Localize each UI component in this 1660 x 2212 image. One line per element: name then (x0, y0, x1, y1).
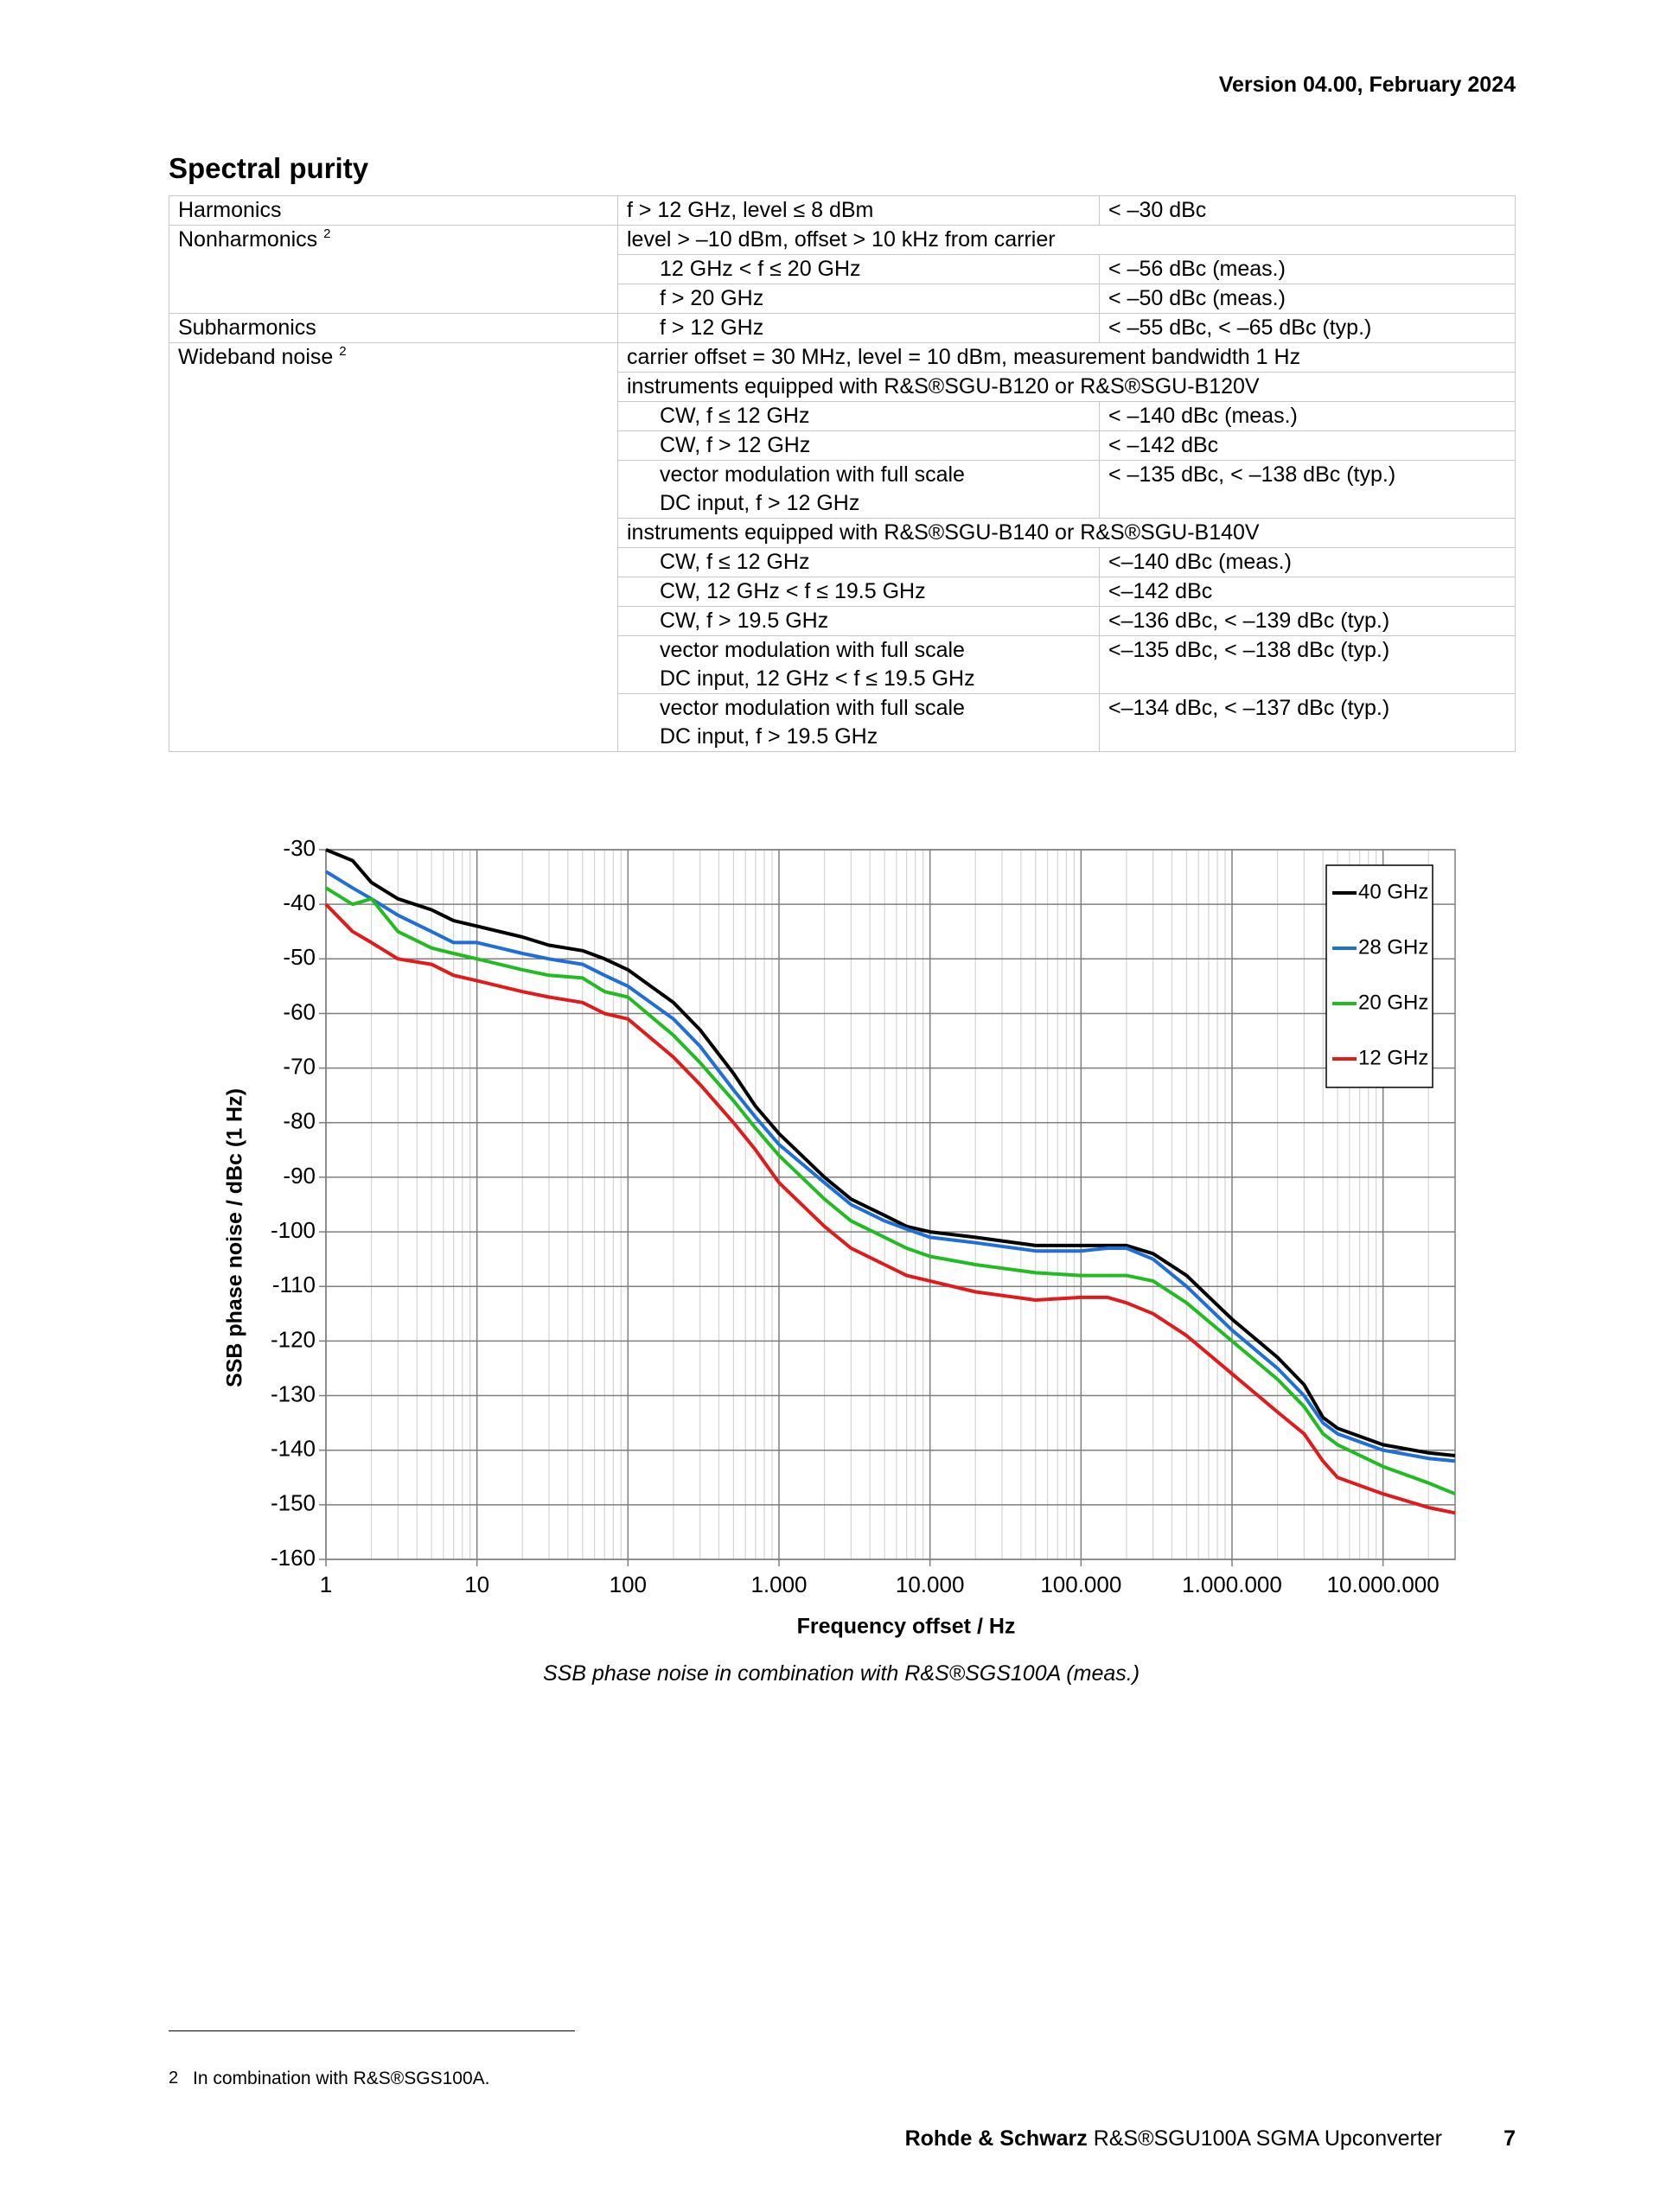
y-tick-label: -60 (283, 998, 316, 1024)
series-line (324, 902, 1456, 1515)
note: 2 (339, 344, 347, 359)
plot-frame (325, 849, 1456, 1560)
cell: < –135 dBc, < –138 dBc (typ.) (1099, 460, 1516, 519)
spec-table: Harmonics f > 12 GHz, level ≤ 8 dBm < –30 … (169, 195, 1516, 752)
legend-label: 28 GHz (1358, 935, 1428, 959)
footnote-rule (169, 2030, 575, 2031)
y-tick-label: -110 (272, 1272, 316, 1297)
cell: f > 12 GHz (617, 313, 1100, 343)
y-tick-label: -80 (283, 1108, 316, 1134)
y-tick-label: -120 (271, 1326, 316, 1352)
cell: vector modulation with full scale DC inpu… (617, 635, 1100, 694)
y-tick-label: -40 (283, 889, 316, 915)
y-tick-label: -100 (271, 1217, 316, 1243)
row: CW, f > 19.5 GHz <–136 dBc, < –139 dBc (t… (169, 606, 1516, 636)
cell: 12 GHz < f ≤ 20 GHz (617, 254, 1100, 284)
page-number: 7 (1504, 2126, 1516, 2151)
note: 2 (323, 226, 331, 241)
cell: instruments equipped with R&S®SGU-B120 o… (617, 372, 1516, 402)
cell: <–140 dBc (meas.) (1099, 547, 1516, 577)
cell: < –50 dBc (meas.) (1099, 284, 1516, 314)
row: instruments equipped with R&S®SGU-B120 o… (169, 372, 1516, 402)
y-tick-label: -130 (271, 1380, 316, 1406)
cell: f > 12 GHz, level ≤ 8 dBm (617, 195, 1100, 226)
row: 12 GHz < f ≤ 20 GHz < –56 dBc (meas.) (169, 254, 1516, 284)
line: vector modulation with full scale (660, 462, 965, 487)
cell: < –140 dBc (meas.) (1099, 401, 1516, 431)
chart: Frequency offset / Hz SSB phase noise / … (223, 835, 1456, 1639)
row: Harmonics f > 12 GHz, level ≤ 8 dBm < –30 … (169, 195, 1516, 226)
x-tick-label: 100.000 (1040, 1571, 1121, 1597)
y-tick-label: -150 (271, 1490, 316, 1516)
x-tick-label: 1.000.000 (1182, 1571, 1282, 1597)
row: Subharmonics f > 12 GHz < –55 dBc, < –65 d… (169, 313, 1516, 343)
series-line (324, 886, 1456, 1496)
footnote-marker: 2 (169, 2069, 179, 2088)
x-tick-label: 1 (320, 1571, 332, 1597)
cell: CW, f ≤ 12 GHz (617, 401, 1100, 431)
line: DC input, 12 GHz < f ≤ 19.5 GHz (660, 666, 975, 691)
cell: <–142 dBc (1099, 577, 1516, 607)
series-line (324, 870, 1456, 1463)
line: DC input, f > 12 GHz (660, 491, 860, 515)
footnote-text: In combination with R&S®SGS100A. (193, 2069, 490, 2088)
line: vector modulation with full scale (660, 696, 965, 720)
x-tick-label: 10.000.000 (1327, 1571, 1440, 1597)
y-tick-label: -160 (271, 1545, 316, 1571)
cell: level > –10 dBm, offset > 10 kHz from ca… (617, 225, 1516, 255)
cell: vector modulation with full scale DC inpu… (617, 460, 1100, 519)
version: Version 04.00, February 2024 (1218, 73, 1516, 97)
cell: < –142 dBc (1099, 430, 1516, 461)
row: CW, f ≤ 12 GHz <–140 dBc (meas.) (169, 547, 1516, 577)
footer: Rohde & Schwarz R&S®SGU100A SGMA Upconve… (905, 2126, 1442, 2151)
cell: <–136 dBc, < –139 dBc (typ.) (1099, 606, 1516, 636)
x-axis-title: Frequency offset / Hz (797, 1615, 1016, 1639)
legend-label: 12 GHz (1358, 1046, 1428, 1069)
x-tick-label: 10 (464, 1571, 489, 1597)
cell: CW, f ≤ 12 GHz (617, 547, 1100, 577)
legend-label: 40 GHz (1358, 880, 1428, 903)
section-title: Spectral purity (169, 152, 369, 184)
row: vector modulation with full scale DC inpu… (169, 460, 1516, 519)
cell: CW, f > 19.5 GHz (617, 606, 1100, 636)
y-tick-label: -30 (283, 835, 316, 861)
cell: <–135 dBc, < –138 dBc (typ.) (1099, 635, 1516, 694)
x-tick-label: 10.000 (896, 1571, 965, 1597)
x-tick-label: 1.000 (750, 1571, 807, 1597)
row: CW, f > 12 GHz < –142 dBc (169, 430, 1516, 461)
legend-box (1325, 864, 1433, 1088)
cell: < –55 dBc, < –65 dBc (typ.) (1099, 313, 1516, 343)
company: Rohde & Schwarz (904, 2126, 1088, 2151)
row: CW, f ≤ 12 GHz < –140 dBc (meas.) (169, 401, 1516, 431)
cell: CW, f > 12 GHz (617, 430, 1100, 461)
product: R&S®SGU100A SGMA Upconverter (1093, 2126, 1442, 2151)
cell: <–134 dBc, < –137 dBc (typ.) (1099, 693, 1516, 752)
legend-label: 20 GHz (1358, 991, 1428, 1014)
param: Wideband noise (178, 345, 334, 369)
cell: f > 20 GHz (617, 284, 1100, 314)
row: vector modulation with full scale DC inpu… (169, 635, 1516, 694)
cell: < –56 dBc (meas.) (1099, 254, 1516, 284)
row: Wideband noise 2 carrier offset = 30 MHz,… (169, 342, 1516, 752)
series-line (325, 848, 1456, 1457)
y-tick-label: -140 (271, 1436, 316, 1462)
line: DC input, f > 19.5 GHz (660, 724, 878, 749)
cell: Subharmonics (169, 313, 618, 343)
cell: vector modulation with full scale DC inpu… (617, 693, 1100, 752)
y-axis-title: SSB phase noise / dBc (1 Hz) (223, 1088, 247, 1387)
cell: Harmonics (169, 195, 618, 226)
y-tick-label: -70 (283, 1053, 316, 1079)
row: f > 20 GHz < –50 dBc (meas.) (169, 284, 1516, 314)
chart-caption: SSB phase noise in combination with R&S®… (542, 1661, 1140, 1686)
y-tick-label: -50 (283, 944, 316, 970)
y-tick-label: -90 (283, 1163, 316, 1189)
x-tick-label: 100 (610, 1571, 647, 1597)
row: vector modulation with full scale DC inpu… (169, 693, 1516, 752)
param: Nonharmonics (178, 227, 318, 252)
line: vector modulation with full scale (660, 638, 965, 662)
